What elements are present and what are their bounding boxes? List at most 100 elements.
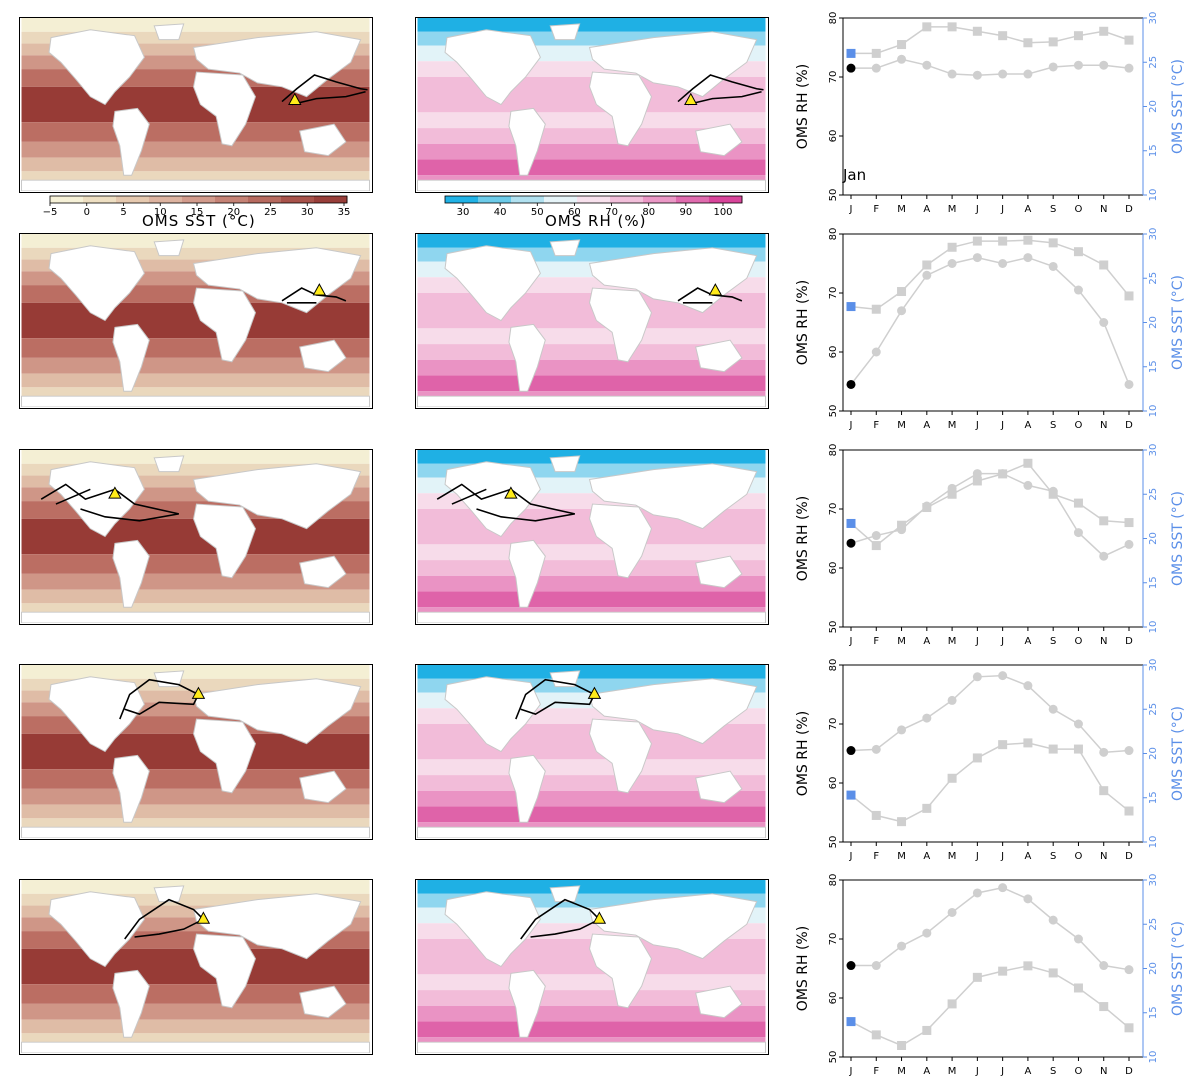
left-axis-label: OMS RH (%) [795, 711, 811, 796]
rh-band [417, 775, 766, 791]
colorbar-tick-label: 90 [679, 207, 692, 216]
landmass [589, 718, 653, 794]
seasonal-line-plot: 50 60 70 80 10 15 20 25 30 J F M A M J J A S O N D OMS RH (%)… [790, 440, 1188, 650]
rh-point [1048, 915, 1058, 925]
rh-point [846, 379, 856, 389]
landmass [192, 678, 362, 745]
rh-point [1023, 681, 1033, 691]
landmass [444, 676, 541, 753]
rh-series-line [851, 886, 1130, 971]
rh-point [947, 69, 957, 79]
rh-band [417, 159, 766, 176]
rh-point [1048, 62, 1058, 72]
sst-colorbar-label: OMS SST (°C) [142, 212, 256, 230]
right-tick-label: 15 [1148, 360, 1159, 373]
rh-map [415, 17, 769, 193]
landmass [417, 395, 766, 407]
colorbar-segment [511, 196, 545, 203]
rh-point [897, 725, 907, 735]
sst-series-line [851, 26, 1130, 55]
rh-band [417, 790, 766, 807]
rh-series-line [850, 472, 1130, 558]
rh-point [998, 671, 1008, 681]
rh-band [417, 575, 766, 592]
colorbar-segment [149, 196, 183, 203]
world-map [417, 450, 766, 623]
rh-band [417, 234, 766, 248]
x-tick-label: M [897, 1066, 906, 1077]
sst-point [998, 236, 1008, 246]
x-tick-label: A [1024, 204, 1031, 215]
right-tick-label: 15 [1148, 1006, 1159, 1019]
landmass [589, 71, 653, 147]
sst-point [846, 518, 856, 528]
landmass [588, 678, 758, 745]
left-tick-label: 50 [828, 189, 839, 202]
x-tick-label: J [1000, 1066, 1004, 1077]
seasonal-line-plot: 50 60 70 80 10 15 20 25 30 J F M A M J J A S O N D OMS RH (%)… [790, 224, 1188, 434]
right-axis-label: OMS SST (°C) [1170, 706, 1186, 801]
rh-point [1099, 60, 1109, 70]
trajectory [40, 483, 179, 522]
x-tick-label: M [948, 636, 957, 647]
rh-point [1073, 934, 1083, 944]
rh-point [1099, 961, 1109, 971]
trajectory [520, 898, 601, 940]
colorbar-tick-label: 5 [120, 207, 126, 216]
seasonal-line-plot: 50 60 70 80 10 15 20 25 30 J F M A M J J A S O N D OMS RH (%)… [790, 655, 1188, 865]
x-tick-label: A [923, 204, 930, 215]
x-tick-label: F [873, 420, 879, 431]
sst-point [947, 242, 957, 252]
colorbar-frame [444, 195, 743, 204]
landmass [508, 969, 546, 1038]
rh-point [1023, 894, 1033, 904]
sst-point [998, 469, 1008, 479]
landmass [153, 23, 185, 41]
colorbar-tick-label: 35 [338, 207, 351, 216]
rh-band [417, 880, 766, 894]
sst-point [1073, 744, 1083, 754]
sst-point [1099, 260, 1109, 270]
world-map [21, 18, 370, 191]
rh-point [998, 883, 1008, 893]
sst-band [21, 554, 370, 574]
x-tick-label: N [1100, 851, 1107, 862]
rh-band [417, 759, 766, 776]
line-plot-svg: 50 60 70 80 10 15 20 25 30 J F M A M J J A S O N D OMS RH (%)… [795, 12, 1186, 215]
x-tick-label: J [849, 636, 853, 647]
seasonal-line-plot: 50 60 70 80 10 15 20 25 30 J F M A M J J A S O N D OMS RH (%)… [790, 8, 1188, 218]
rh-band [417, 591, 766, 608]
landmass [21, 395, 370, 407]
x-tick-label: D [1125, 204, 1133, 215]
rh-point [1124, 63, 1134, 73]
colorbar-segment [709, 196, 743, 203]
landmass [417, 826, 766, 838]
landmass [417, 179, 766, 191]
rh-point [871, 744, 881, 754]
rh-band [417, 128, 766, 144]
sst-point [871, 304, 881, 314]
source-triangle [196, 911, 211, 924]
sst-band [21, 338, 370, 358]
landmass [153, 455, 185, 473]
landmass [193, 718, 257, 794]
landmass [48, 245, 145, 322]
right-tick-label: 20 [1148, 100, 1159, 113]
x-tick-label: N [1100, 636, 1107, 647]
rh-point [1048, 704, 1058, 714]
rh-point [998, 259, 1008, 268]
landmass [588, 247, 758, 314]
source-triangle [191, 686, 206, 699]
colorbar-tick-label: 25 [264, 207, 277, 216]
x-tick-label: J [849, 1066, 853, 1077]
rh-point [1124, 965, 1134, 975]
x-tick-label: O [1075, 1066, 1083, 1077]
landmass [193, 933, 257, 1009]
landmass [299, 770, 347, 804]
sst-point [846, 790, 856, 800]
colorbar-tick-label: 20 [227, 207, 240, 216]
x-tick-label: M [948, 204, 957, 215]
x-tick-label: S [1050, 1066, 1056, 1077]
landmass [549, 23, 581, 41]
sst-band [21, 665, 370, 679]
